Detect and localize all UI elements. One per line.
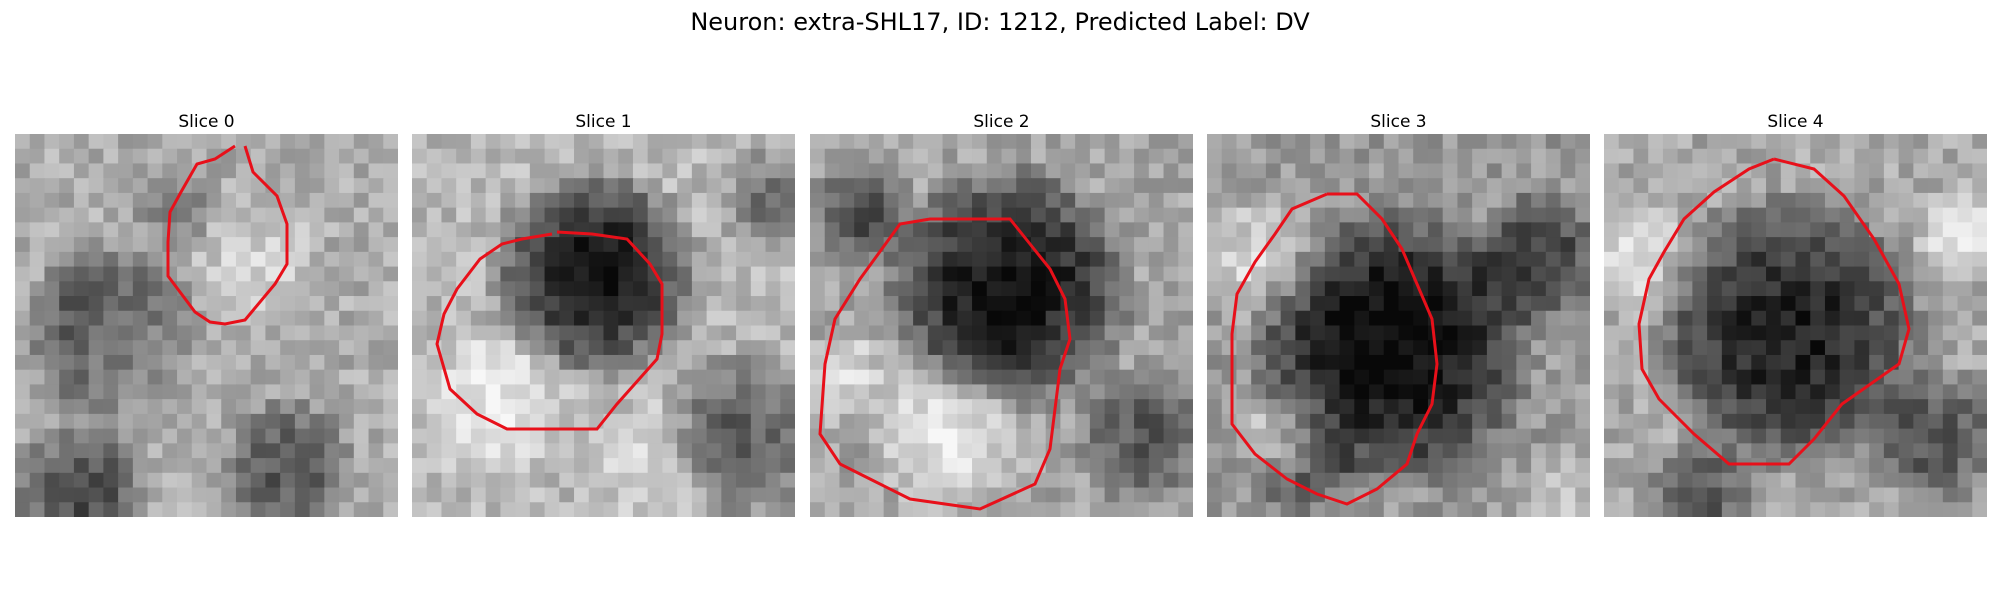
slice-title: Slice 2: [973, 112, 1030, 132]
slice-panel-3: Slice 3: [1207, 110, 1590, 517]
segmentation-contour: [1230, 192, 1439, 506]
slice-image-4: [1604, 134, 1987, 517]
slice-title: Slice 1: [575, 112, 632, 132]
slice-image-0: [15, 134, 398, 517]
slice-title: Slice 4: [1767, 112, 1824, 132]
slice-panel-2: Slice 2: [810, 110, 1193, 517]
segmentation-contour: [1637, 157, 1911, 466]
slice-panel-4: Slice 4: [1604, 110, 1987, 517]
segmentation-contour: [166, 144, 289, 326]
segmentation-contour: [818, 217, 1072, 511]
slice-image-3: [1207, 134, 1590, 517]
slice-panel-0: Slice 0: [15, 110, 398, 517]
figure-title: Neuron: extra-SHL17, ID: 1212, Predicted…: [690, 8, 1310, 36]
slice-image-2: [810, 134, 1193, 517]
slice-panel-1: Slice 1: [412, 110, 795, 517]
slice-image-1: [412, 134, 795, 517]
segmentation-contour: [435, 230, 664, 431]
slice-title: Slice 0: [178, 112, 235, 132]
slice-title: Slice 3: [1370, 112, 1427, 132]
